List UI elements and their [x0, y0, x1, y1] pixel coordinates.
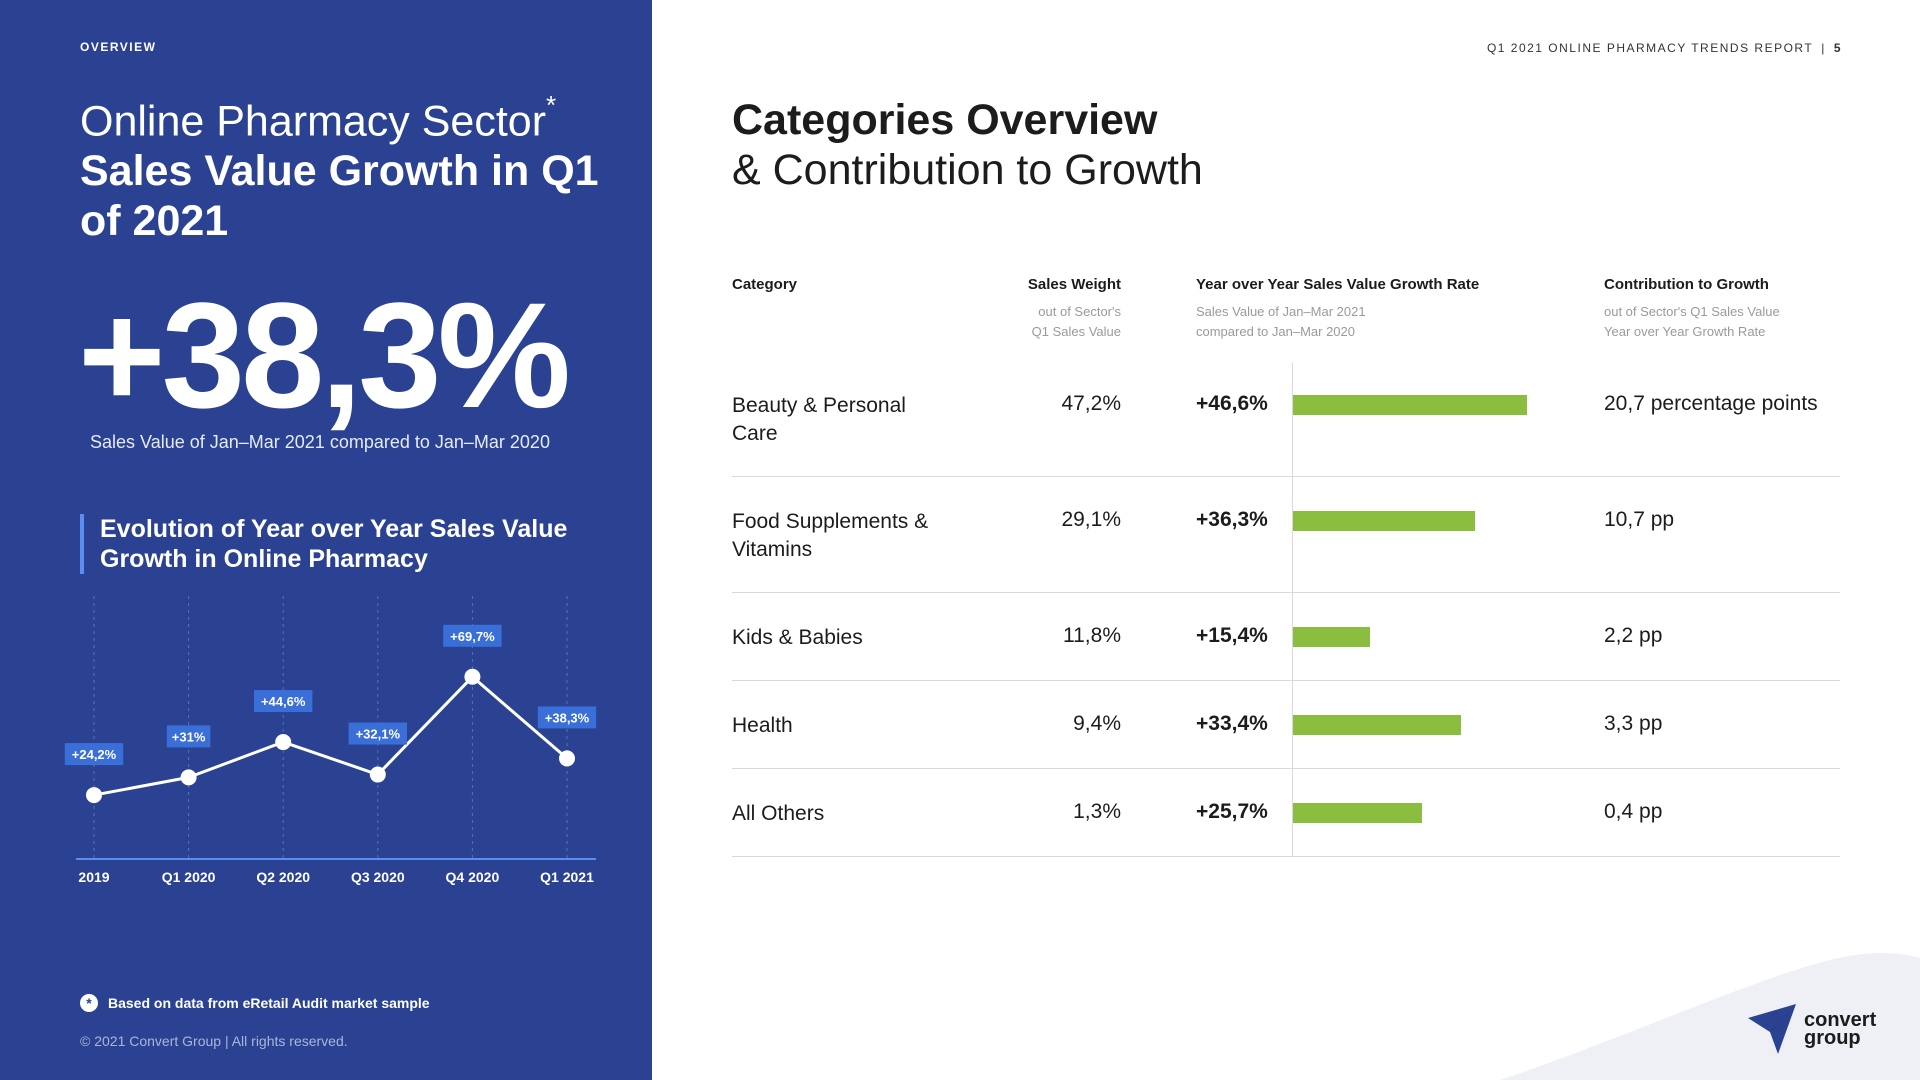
bar-axis-line — [1292, 362, 1293, 856]
data-point — [369, 766, 386, 783]
column-header-growth: Year over Year Sales Value Growth Rate — [1196, 276, 1480, 293]
logo-text-line-2: group — [1804, 1027, 1861, 1049]
row-divider — [732, 768, 1840, 769]
data-label-bg — [443, 624, 502, 647]
row-contribution: 0,4 pp — [1604, 800, 1663, 823]
row-weight: 11,8% — [1063, 624, 1121, 647]
growth-title: Sales Value Growth in Q1 of 2021 — [80, 147, 599, 245]
data-label-bg — [254, 690, 313, 713]
data-label: +32,1% — [356, 727, 401, 742]
row-weight: 1,3% — [1073, 800, 1121, 823]
row-growth: +36,3% — [1196, 508, 1268, 531]
weight-sub-line-1: out of Sector's — [1038, 304, 1121, 319]
evolution-heading-block: Evolution of Year over Year Sales Value … — [80, 514, 600, 574]
page-title: Categories Overview — [732, 96, 1158, 144]
page-number: 5 — [1833, 41, 1842, 55]
page-subtitle: & Contribution to Growth — [732, 146, 1203, 194]
data-label: +31% — [172, 729, 206, 744]
report-title: Q1 2021 ONLINE PHARMACY TRENDS REPORT — [1486, 41, 1814, 55]
x-tick-label: Q4 2020 — [446, 869, 500, 885]
x-tick-label: 2019 — [78, 869, 109, 885]
header-separator: | — [1821, 41, 1826, 55]
row-contribution: 20,7 percentage points — [1604, 392, 1818, 415]
asterisk-mark: * — [546, 90, 557, 120]
row-weight: 9,4% — [1073, 712, 1121, 735]
column-subheader-growth: Sales Value of Jan–Mar 2021 compared to … — [1196, 302, 1366, 342]
footnote: * Based on data from eRetail Audit marke… — [80, 994, 430, 1012]
growth-bar — [1293, 803, 1423, 823]
row-divider — [732, 476, 1840, 477]
row-category: All Others — [732, 802, 825, 825]
row-growth: +46,6% — [1196, 392, 1268, 415]
row-contribution: 3,3 pp — [1604, 712, 1663, 735]
headline-growth-caption: Sales Value of Jan–Mar 2021 compared to … — [90, 432, 550, 452]
series-line — [93, 675, 568, 797]
weight-sub-line-2: Q1 Sales Value — [1031, 324, 1121, 339]
row-weight: 47,2% — [1061, 392, 1121, 415]
row-category: Kids & Babies — [732, 626, 863, 649]
asterisk-icon: * — [80, 994, 98, 1012]
data-label-bg — [348, 722, 407, 745]
data-point — [180, 769, 197, 786]
column-header-weight: Sales Weight — [1027, 276, 1121, 293]
data-label: +24,2% — [72, 747, 117, 762]
row-weight: 29,1% — [1061, 508, 1121, 531]
paper-plane-icon — [1748, 1004, 1796, 1054]
section-tag: OVERVIEW — [80, 40, 157, 54]
report-header: Q1 2021 ONLINE PHARMACY TRENDS REPORT | 5 — [1487, 41, 1842, 55]
evolution-title: Evolution of Year over Year Sales Value … — [100, 515, 568, 573]
data-label-bg — [537, 706, 597, 729]
row-divider — [732, 592, 1840, 593]
row-category: Beauty & Personal Care — [732, 394, 906, 445]
column-header-contribution: Contribution to Growth — [1604, 276, 1769, 293]
growth-bar — [1293, 395, 1527, 415]
left-panel: OVERVIEW Online Pharmacy Sector* Sales V… — [0, 0, 652, 1080]
sector-heading: Online Pharmacy Sector* — [80, 90, 556, 146]
growth-line-chart: +24,2% 2019 +31% Q1 2020 +44,6% Q2 2020 +32,1%… — [64, 596, 597, 885]
copyright: © 2021 Convert Group | All rights reserv… — [80, 1033, 348, 1049]
x-tick-label: Q1 2020 — [162, 869, 216, 885]
logo-text-line-1: convert — [1804, 1009, 1877, 1031]
sector-heading-text: Online Pharmacy Sector — [80, 97, 547, 146]
growth-bar — [1293, 627, 1371, 647]
row-category: Health — [732, 714, 793, 737]
row-contribution: 2,2 pp — [1604, 624, 1663, 647]
column-subheader-contribution: out of Sector's Q1 Sales Value Year over… — [1604, 302, 1780, 342]
data-point — [559, 750, 575, 767]
growth-bar — [1293, 715, 1461, 735]
headline-growth-value: +38,3% — [78, 271, 571, 439]
x-tick-label: Q2 2020 — [256, 869, 310, 885]
footnote-text: Based on data from eRetail Audit market … — [108, 995, 430, 1011]
growth-sub-line-2: compared to Jan–Mar 2020 — [1196, 324, 1355, 339]
data-label: +38,3% — [545, 710, 590, 725]
x-tick-label: Q3 2020 — [351, 869, 405, 885]
column-subheader-weight: out of Sector's Q1 Sales Value — [1032, 302, 1121, 342]
row-growth: +25,7% — [1196, 800, 1268, 823]
data-point — [275, 734, 292, 751]
data-label-bg — [166, 725, 211, 748]
row-divider — [732, 680, 1840, 681]
row-growth: +33,4% — [1196, 712, 1268, 735]
row-growth: +15,4% — [1196, 624, 1268, 647]
data-point — [86, 787, 102, 804]
row-category: Food Supplements & Vitamins — [732, 510, 929, 561]
contrib-sub-line-2: Year over Year Growth Rate — [1604, 324, 1766, 339]
data-point — [464, 668, 481, 685]
growth-sub-line-1: Sales Value of Jan–Mar 2021 — [1196, 304, 1366, 319]
column-header-category: Category — [732, 276, 798, 293]
corner-decoration — [1500, 953, 1920, 1080]
growth-bar — [1293, 511, 1476, 531]
data-label: +69,7% — [450, 629, 495, 644]
convert-group-logo: convert group — [1748, 1004, 1877, 1054]
contrib-sub-line-1: out of Sector's Q1 Sales Value — [1604, 304, 1780, 319]
data-label-bg — [64, 743, 124, 766]
row-contribution: 10,7 pp — [1604, 508, 1675, 531]
data-label: +44,6% — [261, 694, 306, 709]
x-tick-label: Q1 2021 — [540, 869, 594, 885]
row-divider — [732, 856, 1840, 857]
